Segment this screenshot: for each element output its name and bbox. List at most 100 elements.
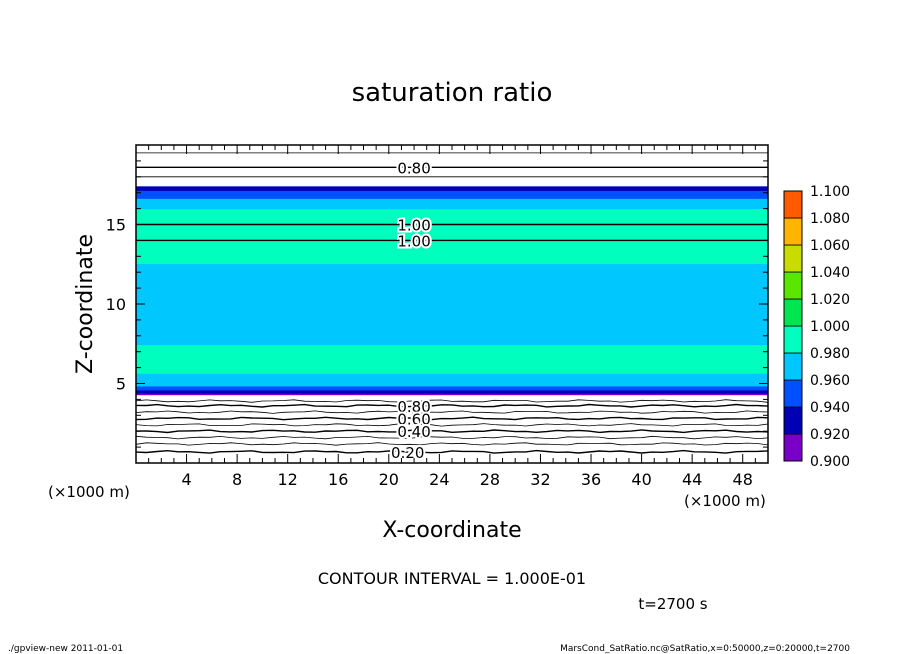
fill-strip: [136, 252, 768, 254]
fill-strip: [136, 299, 768, 301]
fill-strip: [136, 260, 768, 262]
fill-strip: [136, 362, 768, 364]
fill-strip: [136, 380, 768, 382]
fill-strip: [136, 227, 768, 230]
fill-strip: [136, 319, 768, 321]
fill-strip: [136, 196, 768, 199]
colorbar-swatch: [783, 406, 803, 435]
fill-strip: [136, 272, 768, 275]
fill-strip: [136, 307, 768, 310]
fill-strip: [136, 388, 768, 390]
fill-strip: [136, 326, 768, 328]
fill-strip: [136, 306, 768, 308]
fill-strip: [136, 241, 768, 243]
fill-strip: [136, 346, 768, 349]
contour-line: [136, 403, 768, 408]
fill-strip: [136, 265, 768, 267]
fill-strip: [136, 391, 768, 393]
fill-strip: [136, 339, 768, 342]
fill-strip: [136, 231, 768, 234]
fill-strip: [136, 191, 768, 194]
fill-strip: [136, 258, 768, 261]
fill-strip: [136, 211, 768, 214]
fill-strip: [136, 359, 768, 362]
fill-strip: [136, 356, 768, 358]
fill-strip: [136, 387, 768, 389]
fill-strip: [136, 305, 768, 307]
fill-strip: [136, 327, 768, 330]
colorbar-label: 0.920: [810, 427, 850, 443]
contour-label: 0.60: [397, 410, 430, 428]
fill-strip: [136, 241, 768, 244]
fill-strip: [136, 217, 768, 219]
plot-area: 0.801.001.000.800.600.400.20: [136, 145, 768, 463]
fill-strip: [136, 383, 768, 385]
fill-strip: [136, 218, 768, 221]
fill-strip: [136, 267, 768, 269]
fill-strip: [136, 253, 768, 255]
fill-strip: [136, 205, 768, 207]
fill-strip: [136, 377, 768, 379]
fill-strip: [136, 261, 768, 263]
fill-strip: [136, 349, 768, 351]
fill-strip: [136, 233, 768, 235]
fill-strip: [136, 245, 768, 248]
colorbar-label: 1.080: [810, 211, 850, 227]
fill-strip: [136, 332, 768, 335]
colorbar-label: 0.980: [810, 346, 850, 362]
fill-strip: [136, 310, 768, 312]
fill-strip: [136, 225, 768, 227]
time-label: t=2700 s: [638, 595, 707, 613]
colorbar-swatch: [783, 298, 803, 327]
fill-strip: [136, 363, 768, 366]
contour-label: 1.00: [397, 232, 430, 250]
fill-strip: [136, 269, 768, 271]
fill-strip: [136, 263, 768, 265]
fill-strip: [136, 237, 768, 239]
fill-strip: [136, 265, 768, 268]
fill-strip: [136, 274, 768, 276]
fill-strip: [136, 341, 768, 343]
fill-strip: [136, 226, 768, 229]
fill-strip: [136, 355, 768, 358]
fill-strip: [136, 296, 768, 299]
fill-strip: [136, 374, 768, 377]
colorbar-label: 0.960: [810, 373, 850, 389]
contour-line: [136, 399, 768, 403]
fill-strip: [136, 354, 768, 356]
colorbar-label: 1.000: [810, 319, 850, 335]
fill-strip: [136, 279, 768, 281]
fill-strip: [136, 199, 768, 202]
x-unit-right: (×1000 m): [684, 492, 766, 510]
colorbar-swatch: [783, 217, 803, 246]
fill-strip: [136, 206, 768, 208]
x-tick-label: 32: [530, 470, 550, 489]
fill-strip: [136, 290, 768, 292]
fill-strip: [136, 335, 768, 338]
fill-strip: [136, 222, 768, 224]
fill-strip: [136, 381, 768, 384]
fill-strip: [136, 358, 768, 361]
fill-strip: [136, 292, 768, 295]
fill-strip: [136, 197, 768, 199]
fill-strip: [136, 186, 768, 188]
colorbar-swatch: [783, 244, 803, 273]
fill-strip: [136, 348, 768, 350]
fill-strip: [136, 195, 768, 197]
fill-strip: [136, 285, 768, 288]
fill-strip: [136, 368, 768, 370]
fill-strip: [136, 347, 768, 350]
fill-strip: [136, 238, 768, 240]
fill-strip: [136, 362, 768, 365]
fill-strip: [136, 212, 768, 214]
fill-strip: [136, 345, 768, 347]
fill-strip: [136, 238, 768, 241]
fill-strip: [136, 202, 768, 204]
fill-strip: [136, 369, 768, 371]
fill-strip: [136, 254, 768, 257]
fill-strip: [136, 226, 768, 228]
fill-strip: [136, 301, 768, 304]
contour-interval-note: CONTOUR INTERVAL = 1.000E-01: [318, 569, 586, 588]
fill-strip: [136, 331, 768, 333]
fill-strip: [136, 322, 768, 324]
